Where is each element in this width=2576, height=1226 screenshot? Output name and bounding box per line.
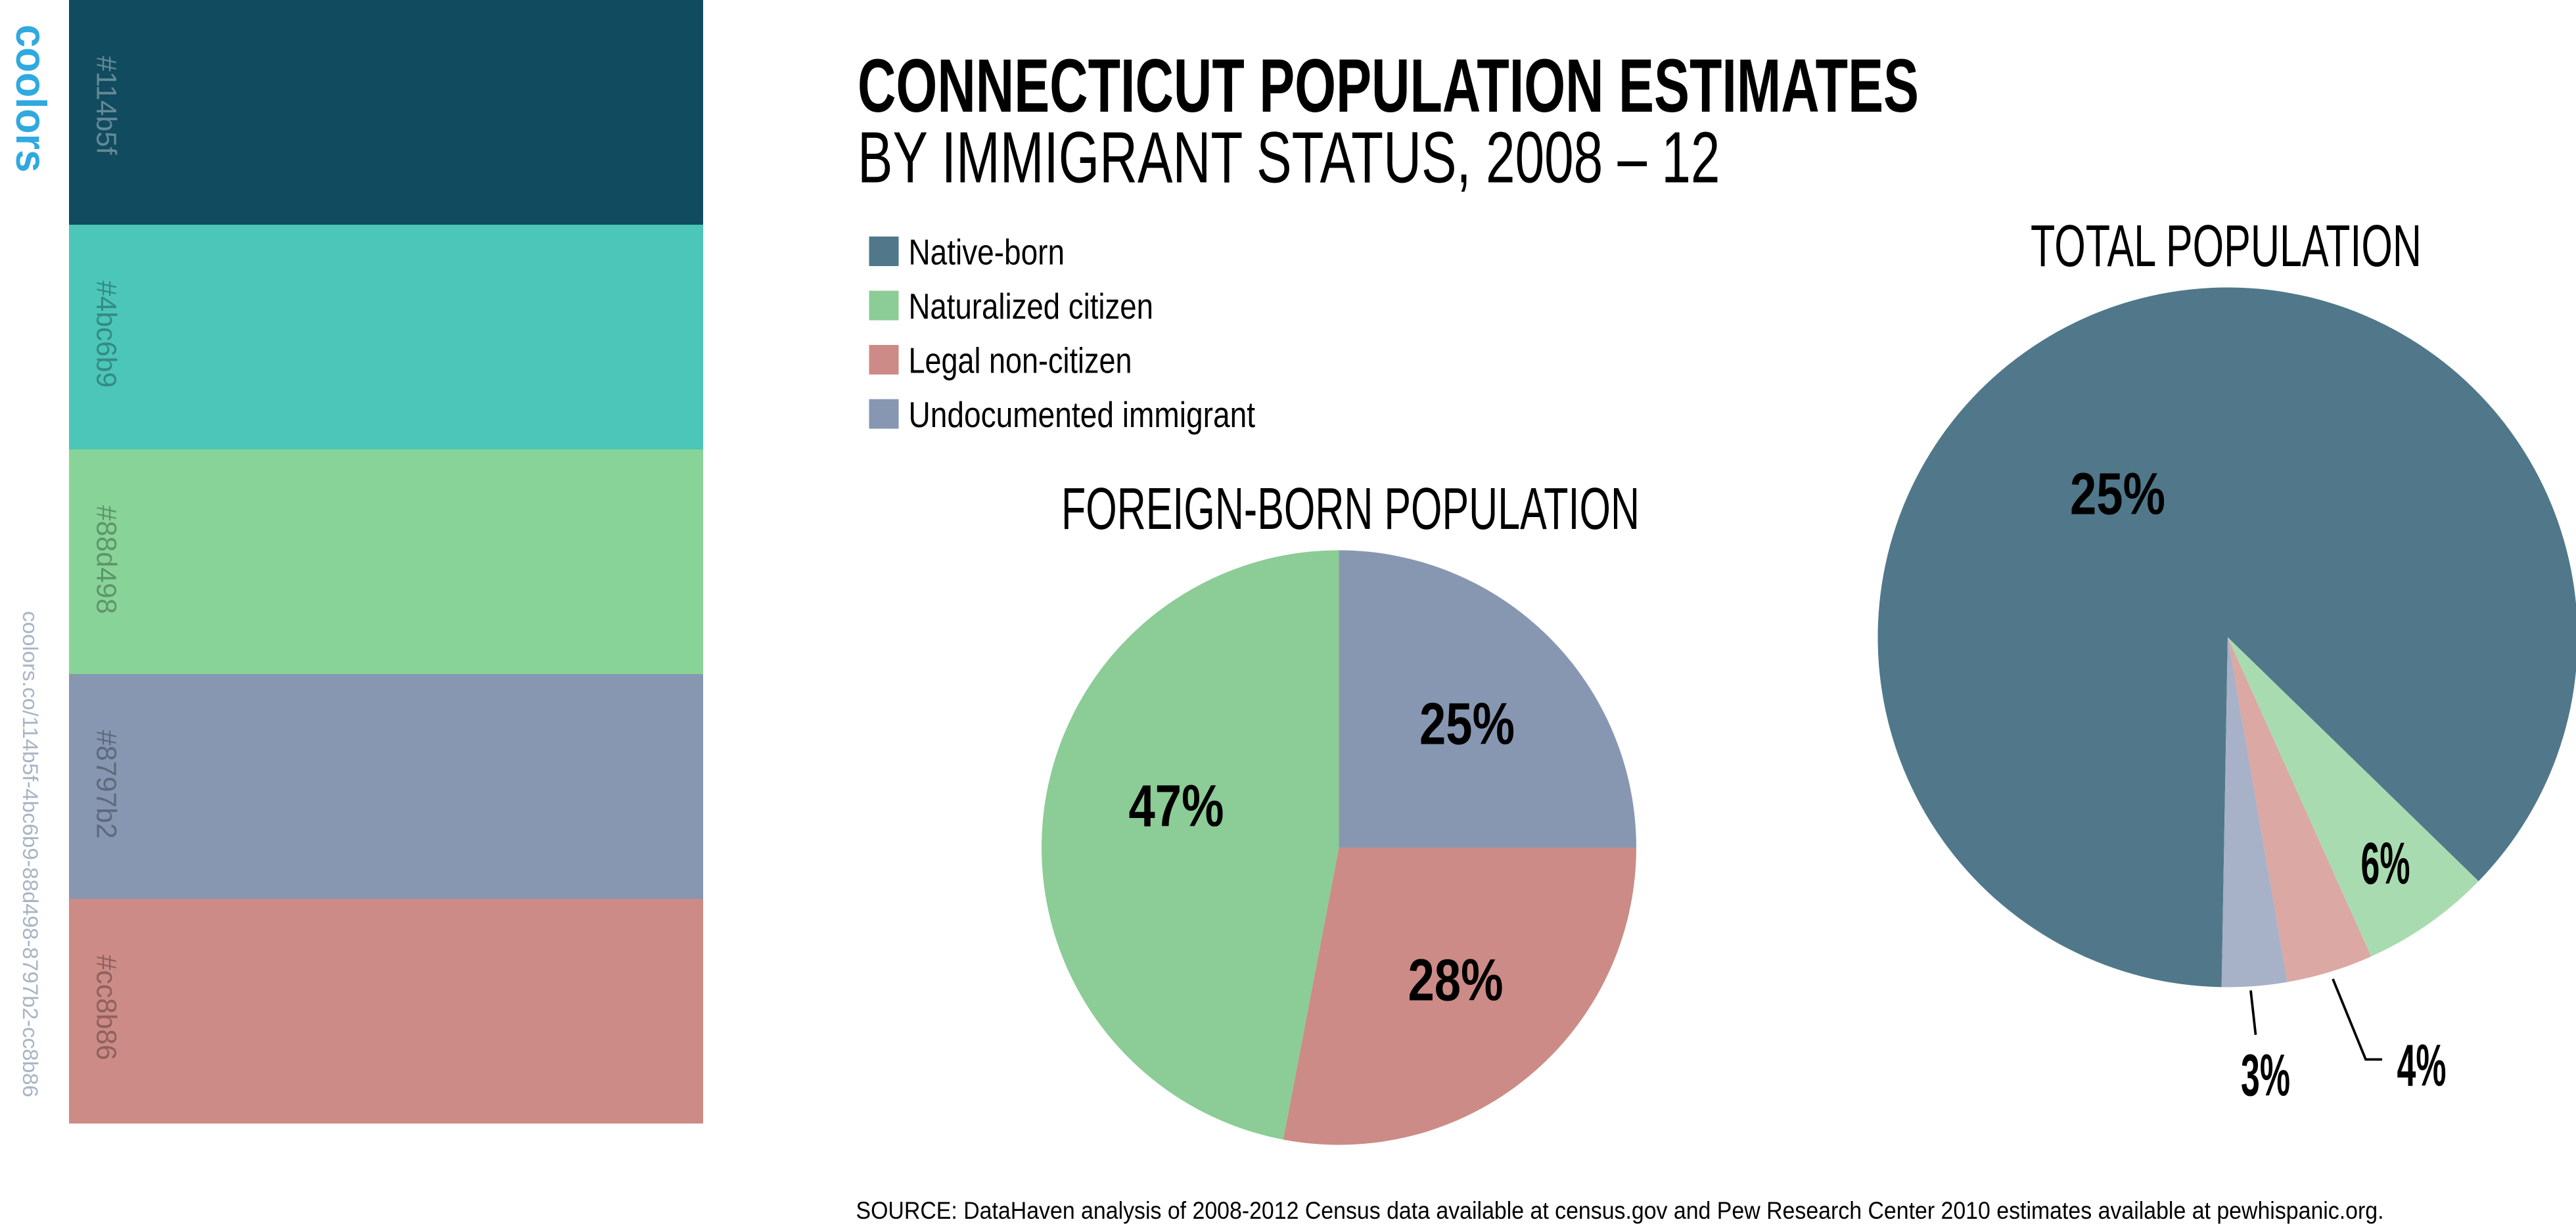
value-label: 47% <box>1129 774 1224 840</box>
leader-line <box>2249 990 2257 1035</box>
pie-slice: Naturalized citizen <box>1041 550 1339 1140</box>
pie-title: TOTAL POPULATION <box>2031 214 2422 279</box>
swatch[interactable] <box>69 0 703 225</box>
pie-slice: Naturalized citizen <box>2228 637 2479 957</box>
swatch-hex[interactable]: #88d498 <box>91 505 122 614</box>
leader-line <box>2332 978 2382 1061</box>
swatch-hex[interactable]: #8797b2 <box>91 730 122 838</box>
pie-slice: Legal non-citizen <box>1283 848 1636 1145</box>
pie-slice: Legal non-citizen <box>2228 637 2372 982</box>
legend-label: Naturalized citizen <box>909 286 1154 327</box>
palette-url[interactable]: coolors.co/114b5f-4bc6b9-88d498-8797b2-c… <box>18 611 42 1097</box>
value-label: 6% <box>2361 831 2410 897</box>
swatch[interactable] <box>69 899 703 1124</box>
swatch-hex[interactable]: #4bc6b9 <box>91 281 122 388</box>
pie-slice: Undocumented immigrant <box>1339 550 1636 848</box>
legend-label: Legal non-citizen <box>909 340 1132 381</box>
swatch[interactable] <box>69 674 703 899</box>
legend-label: Undocumented immigrant <box>909 394 1256 435</box>
swatch[interactable] <box>69 449 703 674</box>
annotation: 25% <box>2070 462 2165 528</box>
legend-swatch <box>869 399 899 429</box>
brand-logo[interactable]: coolors <box>7 25 55 173</box>
title: CONNECTICUT POPULATION ESTIMATES <box>858 44 1919 128</box>
pie-slice: Undocumented immigrant <box>2221 637 2288 988</box>
value-label: 3% <box>2241 1043 2290 1109</box>
pie-slice: Native-born <box>1877 287 2576 988</box>
source: SOURCE: DataHaven analysis of 2008-2012 … <box>856 1196 2384 1224</box>
subtitle: BY IMMIGRANT STATUS, 2008 – 12 <box>858 118 1720 198</box>
legend-label: Native-born <box>909 232 1065 273</box>
pie-title: FOREIGN-BORN POPULATION <box>1061 476 1640 542</box>
legend-swatch <box>869 345 899 375</box>
legend-swatch <box>869 237 899 266</box>
legend-swatch <box>869 290 899 321</box>
swatch[interactable] <box>69 225 703 449</box>
value-label: 28% <box>1408 948 1504 1014</box>
swatch-hex[interactable]: #cc8b86 <box>91 955 122 1060</box>
swatch-hex[interactable]: #114b5f <box>91 56 122 155</box>
value-label: 4% <box>2397 1033 2447 1099</box>
value-label: 25% <box>1419 692 1515 758</box>
